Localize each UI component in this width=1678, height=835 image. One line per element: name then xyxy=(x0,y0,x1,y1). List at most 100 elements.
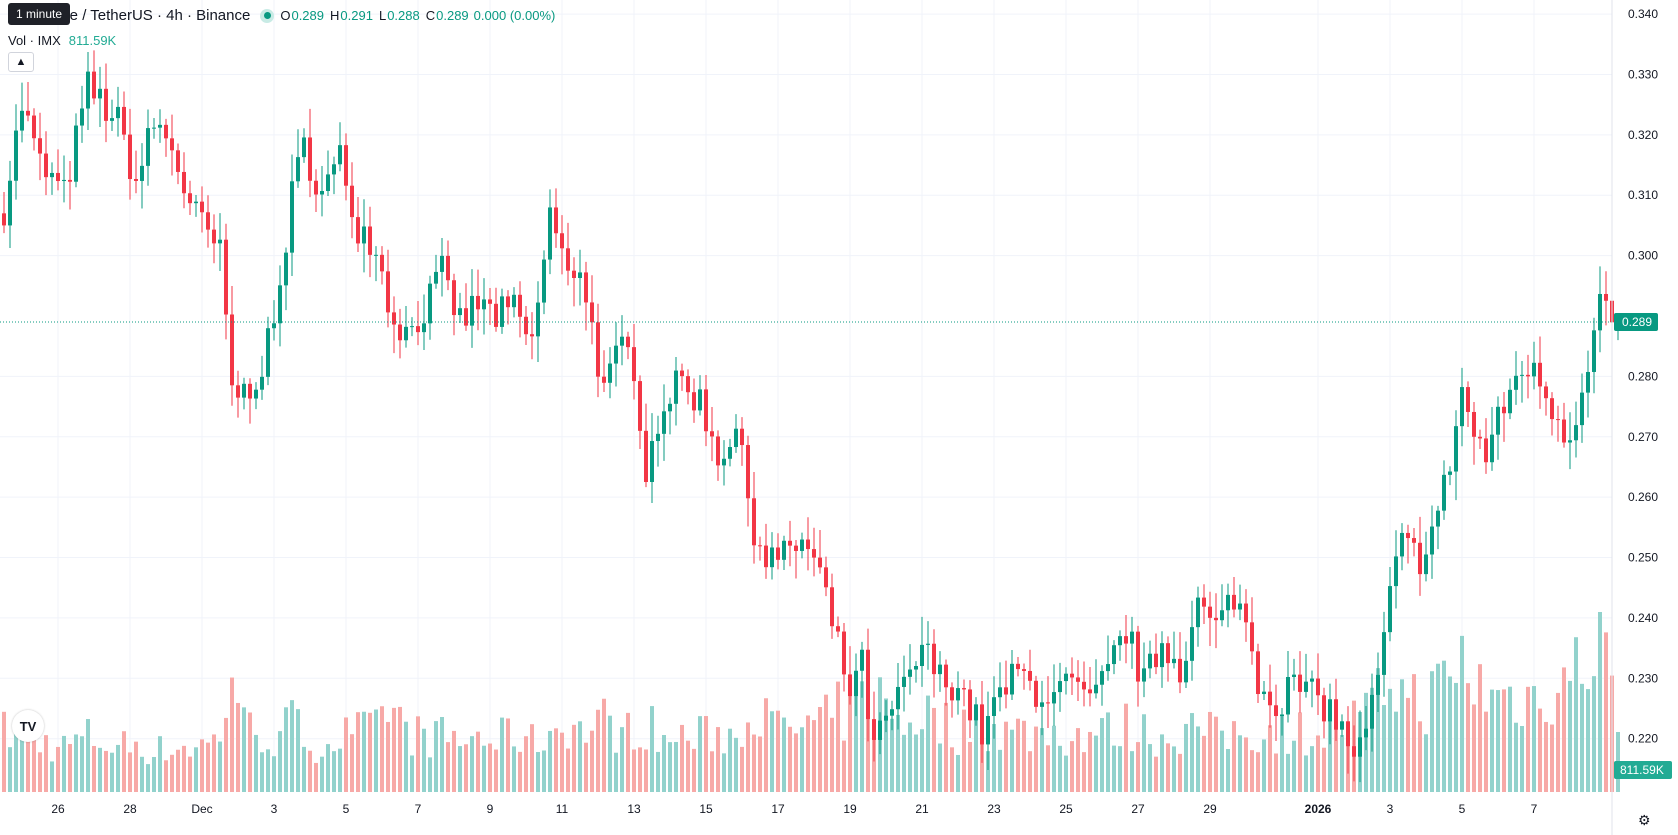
volume-bar xyxy=(1136,742,1140,792)
candle-body xyxy=(1604,293,1608,301)
time-tick-label: 26 xyxy=(51,802,65,816)
volume-bar xyxy=(1196,726,1200,792)
candle-body xyxy=(1118,636,1122,646)
volume-bar xyxy=(38,752,42,792)
price-axis[interactable]: 0.340 0.330 0.320 0.310 0.300 0.280 0.270 0.260… xyxy=(1628,7,1658,746)
volume-bar xyxy=(1130,751,1134,792)
candle-body xyxy=(1502,406,1506,414)
volume-bar xyxy=(1496,690,1500,792)
tradingview-logo-icon[interactable]: TV xyxy=(12,710,44,742)
candle-body xyxy=(872,719,876,740)
volume-bar xyxy=(68,744,72,792)
gear-icon[interactable]: ⚙ xyxy=(1638,812,1651,828)
candle-body xyxy=(800,539,804,551)
candle-body xyxy=(152,127,156,129)
price-tick-label: 0.230 xyxy=(1628,671,1658,685)
candle-body xyxy=(110,118,114,121)
volume-label[interactable]: Vol · IMX xyxy=(8,33,61,48)
volume-bar xyxy=(884,698,888,792)
volume-bar xyxy=(1478,664,1482,792)
candle-body xyxy=(272,323,276,329)
candle-body xyxy=(1004,687,1008,695)
candle-body xyxy=(1310,678,1314,682)
time-axis[interactable]: 26 28 Dec 3 5 7 9 11 13 15 17 19 21 23 25 27 29 2026 3 5 7 xyxy=(51,802,1537,816)
volume-bar xyxy=(1022,720,1026,792)
time-tick-label: 15 xyxy=(699,802,713,816)
volume-bar xyxy=(1160,734,1164,792)
candle-body xyxy=(1100,671,1104,685)
volume-bar xyxy=(1394,711,1398,792)
candle-body xyxy=(242,383,246,398)
volume-bar xyxy=(314,762,318,792)
time-tick-label: Dec xyxy=(191,802,212,816)
volume-bar xyxy=(608,715,612,792)
volume-bar xyxy=(50,761,54,792)
volume-bar xyxy=(1280,715,1284,792)
volume-bar xyxy=(218,741,222,792)
candle-body xyxy=(878,720,882,740)
volume-bars xyxy=(2,612,1620,792)
candle-body xyxy=(794,545,798,551)
candle-body xyxy=(1286,676,1290,715)
candle-body xyxy=(416,326,420,333)
volume-bar xyxy=(860,681,864,792)
volume-bar xyxy=(494,749,498,792)
volume-bar xyxy=(740,746,744,792)
candle-body xyxy=(182,171,186,194)
candle-body xyxy=(422,323,426,333)
candle-body xyxy=(710,431,714,437)
volume-bar xyxy=(1532,686,1536,792)
candle-body xyxy=(410,326,414,328)
candle-body xyxy=(134,179,138,181)
candle-body xyxy=(560,233,564,249)
volume-bar xyxy=(1058,745,1062,792)
volume-bar xyxy=(356,712,360,792)
candle-body xyxy=(1172,658,1176,664)
market-status-icon[interactable] xyxy=(260,8,275,23)
open-key: O xyxy=(280,8,291,23)
candle-body xyxy=(950,687,954,701)
volume-bar xyxy=(1238,735,1242,792)
volume-bar xyxy=(866,714,870,792)
volume-value: 811.59K xyxy=(68,33,117,48)
candle-body xyxy=(1022,669,1026,671)
volume-bar xyxy=(488,743,492,792)
volume-bar xyxy=(1448,676,1452,792)
candle-body xyxy=(374,254,378,256)
candle-body xyxy=(512,294,516,308)
volume-bar xyxy=(32,734,36,792)
volume-bar xyxy=(338,748,342,792)
candle-body xyxy=(914,666,918,670)
candle-body xyxy=(1148,653,1152,669)
volume-bar xyxy=(1556,692,1560,792)
volume-bar xyxy=(212,734,216,792)
collapse-legend-button[interactable]: ▲ xyxy=(8,52,34,72)
volume-bar xyxy=(572,724,576,792)
candle-body xyxy=(740,428,744,446)
volume-bar xyxy=(200,739,204,792)
time-tick-label: 3 xyxy=(1387,802,1394,816)
candle-body xyxy=(1454,426,1458,472)
candle-body xyxy=(104,88,108,121)
volume-bar xyxy=(1298,712,1302,792)
candle-body xyxy=(890,709,894,716)
candle-body xyxy=(1232,594,1236,610)
time-tick-label: 3 xyxy=(271,802,278,816)
candle-body xyxy=(626,336,630,348)
candle-body xyxy=(542,259,546,303)
candle-body xyxy=(1214,617,1218,621)
volume-bar xyxy=(1076,728,1080,792)
volume-bar xyxy=(230,677,234,792)
candle-body xyxy=(812,549,816,558)
candle-body xyxy=(1442,474,1446,511)
volume-bar xyxy=(1382,705,1386,792)
candle-body xyxy=(650,441,654,483)
volume-bar xyxy=(1412,674,1416,792)
volume-bar xyxy=(758,736,762,792)
candle-body xyxy=(632,347,636,382)
candle-body xyxy=(1562,419,1566,443)
candle-body xyxy=(716,436,720,466)
volume-bar xyxy=(74,734,78,792)
volume-bar xyxy=(1064,755,1068,792)
